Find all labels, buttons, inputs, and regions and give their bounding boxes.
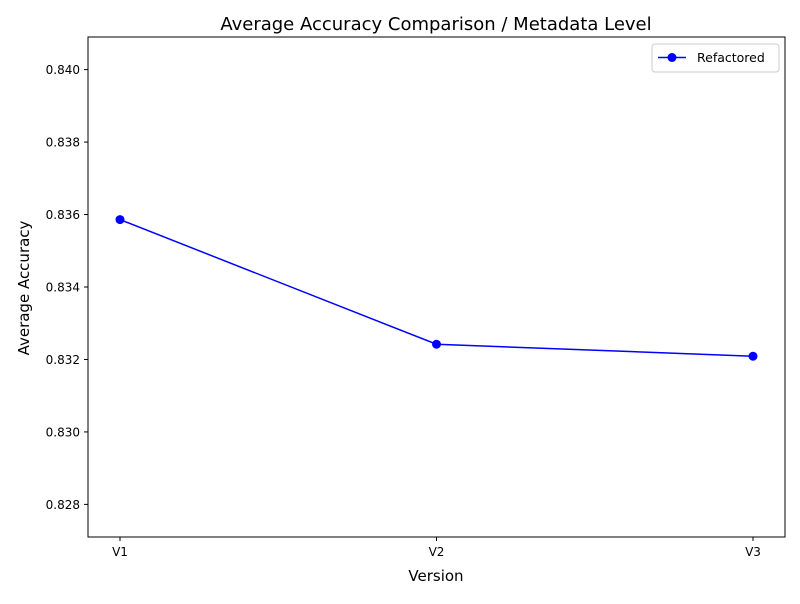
x-tick-label: V1: [112, 545, 128, 559]
y-tick-label: 0.834: [46, 281, 80, 295]
plot-frame: [87, 36, 786, 538]
y-tick-label: 0.840: [46, 63, 80, 77]
chart-title: Average Accuracy Comparison / Metadata L…: [220, 14, 651, 35]
x-tick-label: V2: [429, 545, 445, 559]
ticks-layer: 0.828 0.830 0.832 0.834 0.836 0.838 0.840 V1 V2 V…: [46, 63, 761, 559]
data-point: [432, 339, 441, 349]
x-axis-title: Version: [408, 567, 463, 585]
y-axis-title: Average Accuracy: [15, 220, 33, 355]
y-tick-label: 0.830: [46, 425, 80, 439]
series-layer: [115, 215, 758, 361]
y-tick-label: 0.832: [46, 353, 80, 367]
legend: Refactored: [651, 43, 780, 73]
data-point: [115, 215, 125, 225]
legend-marker-swatch: [667, 53, 677, 62]
y-tick-label: 0.838: [46, 136, 80, 150]
x-tick-label: V3: [745, 545, 761, 559]
series-line-refactored: [119, 218, 754, 357]
y-tick-label: 0.836: [46, 208, 80, 222]
y-tick-label: 0.828: [46, 498, 80, 512]
legend-box: [651, 43, 780, 73]
data-point: [748, 351, 758, 361]
legend-label-refactored: Refactored: [697, 50, 765, 65]
